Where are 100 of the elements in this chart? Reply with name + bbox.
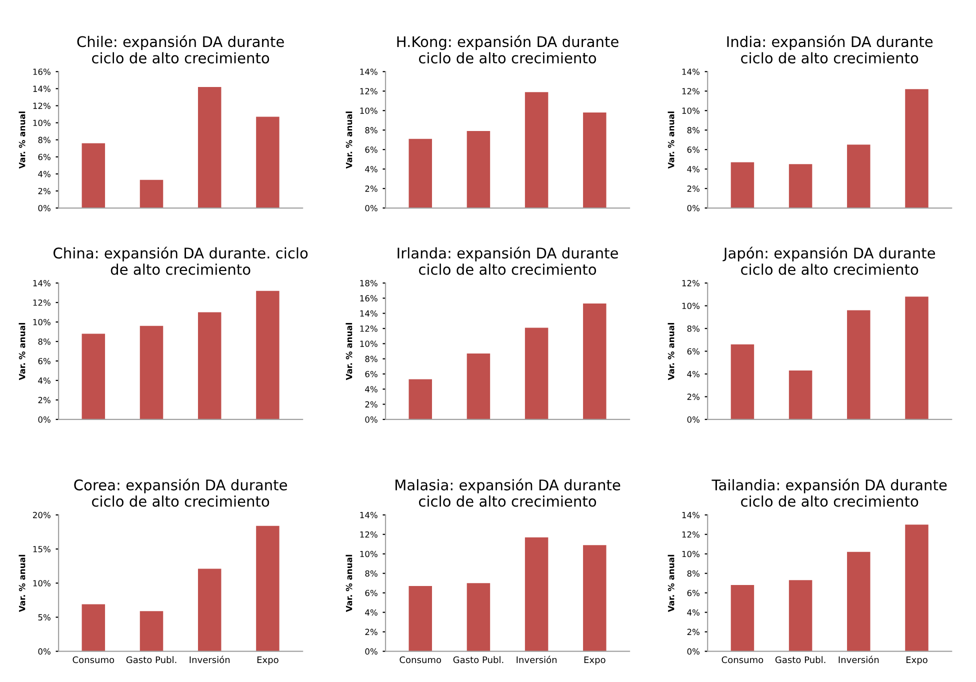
x-tick-label: Consumo (722, 656, 764, 664)
y-tick-label: 6% (687, 348, 700, 355)
bar (256, 116, 280, 208)
bar (847, 310, 870, 420)
y-tick-label: 10% (682, 108, 700, 114)
y-tick-label: 10% (33, 120, 50, 126)
x-tick-label: Consumo (400, 656, 442, 664)
y-tick-label: 18% (360, 280, 378, 286)
bar (140, 326, 164, 420)
bar (198, 86, 222, 208)
y-tick-label: 8% (365, 570, 378, 577)
y-tick-label: 2% (365, 186, 378, 192)
bar (524, 328, 548, 420)
chart-title: India: expansión DA durante ciclo de alto crecimiento (727, 35, 933, 64)
bar (788, 164, 812, 208)
y-tick-label: 0% (365, 648, 378, 655)
bar (730, 344, 754, 420)
bar (730, 585, 754, 652)
x-tick-label: Inversión (516, 656, 557, 664)
y-tick-label: 6% (38, 358, 50, 364)
y-tick-label: 10% (33, 318, 50, 326)
y-axis-title: Var. % anual (18, 112, 26, 169)
y-tick-label: 2% (687, 186, 700, 192)
bar (408, 379, 432, 420)
y-tick-label: 12% (360, 88, 378, 94)
y-tick-label: 8% (365, 356, 378, 362)
bar (524, 92, 548, 208)
y-tick-label: 14% (682, 512, 700, 518)
y-tick-label: 4% (687, 609, 700, 616)
y-tick-label: 5% (38, 614, 50, 620)
y-tick-label: 4% (365, 166, 378, 172)
y-tick-label: 2% (365, 401, 378, 408)
y-axis-title: Var. % anual (668, 323, 674, 380)
bar (905, 296, 928, 420)
y-tick-label: 0% (365, 416, 378, 423)
y-tick-label: 2% (687, 628, 700, 636)
y-tick-label: 4% (365, 386, 378, 392)
bar (730, 162, 754, 208)
y-tick-label: 16% (33, 68, 50, 75)
chart-title: China: expansión DA durante. ciclo de alto crecimiento (54, 246, 308, 275)
bar (905, 89, 928, 208)
bar (788, 370, 812, 420)
bar (583, 303, 606, 420)
x-tick-label: Consumo (72, 656, 114, 664)
bar (905, 524, 928, 652)
y-tick-label: 10% (682, 302, 700, 310)
bar (140, 180, 164, 208)
y-tick-label: 2% (38, 188, 50, 194)
y-axis-title: Var. % anual (18, 554, 26, 612)
y-tick-label: 6% (365, 146, 378, 153)
y-tick-label: 8% (38, 136, 50, 144)
y-tick-label: 2% (38, 396, 50, 404)
y-tick-label: 12% (682, 531, 700, 538)
y-tick-label: 0% (38, 204, 50, 212)
bar (140, 611, 164, 652)
y-tick-label: 15% (33, 546, 50, 552)
y-tick-label: 8% (687, 570, 700, 577)
y-tick-label: 0% (365, 204, 378, 212)
y-tick-label: 14% (33, 86, 50, 92)
y-axis-title: Var. % anual (668, 554, 674, 612)
bar (256, 526, 280, 652)
x-tick-label: Gasto Publ. (126, 656, 176, 664)
bar (466, 354, 490, 420)
y-tick-label: 8% (365, 127, 378, 134)
y-tick-label: 12% (682, 280, 700, 286)
y-tick-label: 14% (682, 68, 700, 75)
bar (82, 143, 106, 208)
y-axis-title: Var. % anual (346, 323, 352, 380)
y-tick-label: 0% (687, 416, 700, 423)
y-tick-label: 2% (365, 628, 378, 636)
y-tick-label: 6% (687, 146, 700, 153)
y-axis-title: Var. % anual (668, 112, 674, 169)
y-tick-label: 14% (360, 68, 378, 75)
y-tick-label: 10% (33, 580, 50, 586)
y-tick-label: 14% (360, 512, 378, 518)
x-tick-label: Expo (584, 656, 606, 665)
y-axis-title: Var. % anual (346, 112, 352, 169)
bar (408, 586, 432, 652)
y-tick-label: 4% (687, 370, 700, 378)
y-tick-label: 12% (33, 299, 50, 306)
y-tick-label: 10% (682, 550, 700, 558)
y-tick-label: 0% (687, 204, 700, 212)
y-tick-label: 4% (687, 166, 700, 172)
bar (466, 583, 490, 652)
x-tick-label: Gasto Publ. (453, 656, 504, 664)
chart-title: Malasia: expansión DA durante ciclo de alto crecimiento (396, 478, 620, 507)
y-tick-label: 10% (360, 550, 378, 558)
y-tick-label: 14% (360, 310, 378, 317)
bar (466, 131, 490, 208)
y-tick-label: 6% (687, 590, 700, 596)
x-tick-label: Inversión (838, 656, 879, 664)
y-tick-label: 12% (33, 102, 50, 109)
y-tick-label: 6% (38, 154, 50, 160)
bar (198, 312, 222, 420)
x-tick-label: Inversión (190, 656, 230, 664)
chart-title: Corea: expansión DA durante ciclo de alto crecimiento (74, 478, 287, 507)
y-tick-label: 8% (687, 325, 700, 332)
y-tick-label: 6% (365, 370, 378, 378)
chart-title: H.Kong: expansión DA durante ciclo de alto crecimiento (397, 35, 618, 64)
y-tick-label: 4% (38, 170, 50, 178)
